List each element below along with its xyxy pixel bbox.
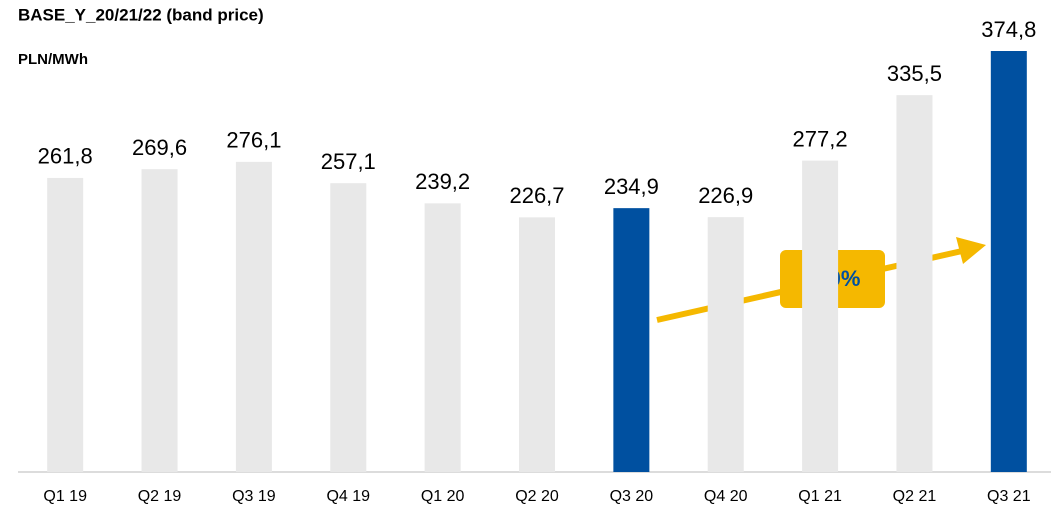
x-tick-label: Q2 19 <box>138 488 182 505</box>
bar <box>424 203 461 473</box>
value-label: 226,7 <box>509 183 564 208</box>
arrow-head <box>956 237 986 264</box>
value-label: 335,5 <box>887 61 942 86</box>
x-tick-label: Q1 20 <box>421 488 465 505</box>
bar <box>235 161 272 472</box>
x-tick-label: Q1 21 <box>798 488 842 505</box>
value-label: 261,8 <box>38 144 93 169</box>
x-tick-label: Q4 20 <box>704 488 748 505</box>
x-tick-label: Q4 19 <box>326 488 370 505</box>
bar <box>519 217 555 472</box>
bar <box>141 169 178 473</box>
value-label: 226,9 <box>698 183 753 208</box>
bar <box>990 51 1027 472</box>
bar <box>47 177 84 473</box>
value-label: 234,9 <box>604 174 659 199</box>
x-tick-label: Q3 19 <box>232 488 276 505</box>
bar <box>896 95 933 472</box>
value-label: 276,1 <box>226 128 281 153</box>
bar <box>707 217 744 472</box>
x-tick-label: Q2 20 <box>515 488 559 505</box>
x-tick-label: Q1 19 <box>43 488 87 505</box>
x-tick-label: Q3 21 <box>987 488 1031 505</box>
chart-title: BASE_Y_20/21/22 (band price) <box>18 5 264 24</box>
x-tick-label: Q2 21 <box>893 488 937 505</box>
bar <box>613 208 650 472</box>
bar <box>802 160 839 472</box>
bar <box>330 183 367 472</box>
value-label: 374,8 <box>981 17 1036 42</box>
x-tick-label: Q3 20 <box>610 488 654 505</box>
value-label: 277,2 <box>793 126 848 151</box>
value-label: 257,1 <box>321 149 376 174</box>
chart-subtitle: PLN/MWh <box>18 51 88 68</box>
value-label: 269,6 <box>132 135 187 160</box>
value-label: 239,2 <box>415 169 470 194</box>
